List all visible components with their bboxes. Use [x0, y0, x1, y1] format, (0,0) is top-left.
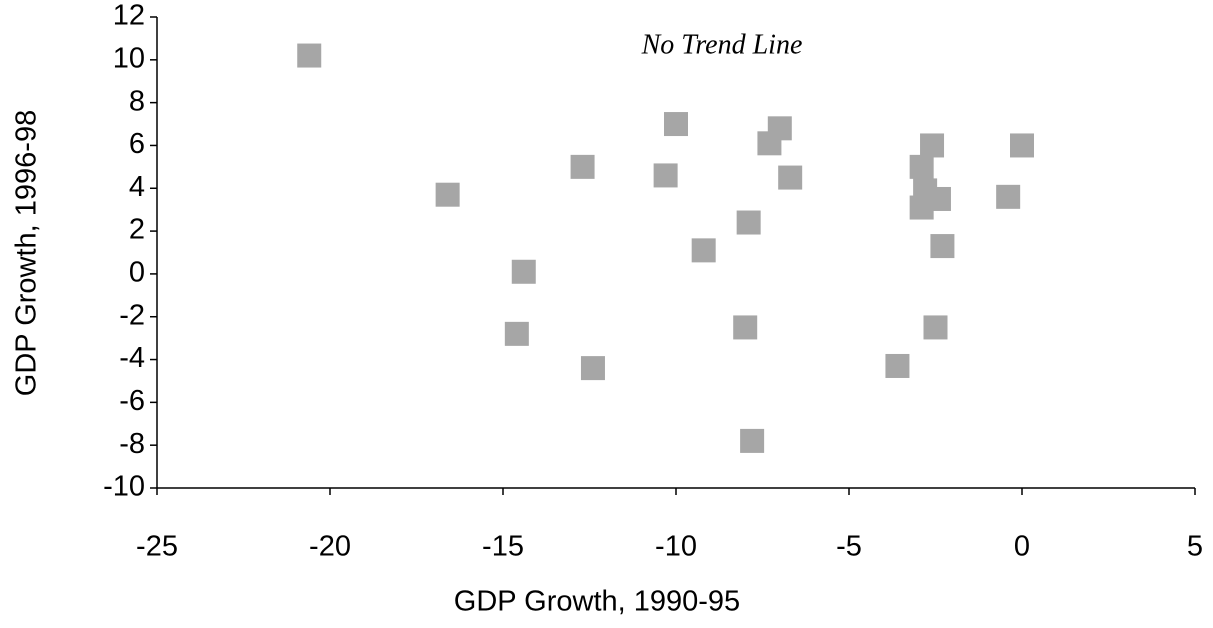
annotation: No Trend Line — [641, 29, 803, 60]
point — [767, 116, 792, 141]
point — [653, 163, 678, 188]
point — [885, 353, 910, 378]
y-tick-label: 0 — [129, 257, 145, 289]
x-axis-title: GDP Growth, 1990-95 — [454, 586, 740, 618]
point — [435, 182, 460, 207]
point — [736, 210, 761, 235]
point — [504, 321, 529, 346]
x-tick-label: -15 — [482, 531, 524, 563]
point — [740, 428, 765, 453]
x-tick-label: 0 — [1014, 531, 1030, 563]
x-tick-label: -5 — [836, 531, 862, 563]
point — [511, 259, 536, 284]
y-tick-label: 2 — [129, 214, 145, 246]
x-tick-label: -20 — [309, 531, 351, 563]
point — [664, 112, 688, 137]
y-tick-label: 8 — [129, 85, 145, 117]
y-tick-label: 10 — [113, 42, 145, 74]
x-tick-label: -25 — [136, 531, 178, 563]
point — [909, 154, 934, 179]
y-tick-label: -10 — [103, 471, 145, 503]
point — [930, 234, 955, 259]
x-tick-label: 5 — [1187, 531, 1203, 563]
point — [923, 315, 948, 340]
y-tick-label: -6 — [119, 385, 145, 417]
point — [920, 133, 945, 158]
point — [1010, 133, 1034, 158]
y-tick-label: 4 — [129, 171, 145, 203]
x-tick-label: -10 — [655, 531, 697, 563]
point — [778, 165, 803, 190]
y-tick-label: 6 — [129, 128, 145, 160]
point — [733, 315, 758, 340]
y-tick-label: -8 — [119, 428, 145, 460]
point — [926, 186, 951, 211]
point — [570, 154, 595, 179]
y-tick-label: 12 — [113, 0, 145, 32]
y-axis-title: GDP Growth, 1996-98 — [11, 110, 43, 396]
point — [580, 356, 605, 381]
point — [691, 238, 716, 263]
point — [297, 43, 322, 68]
y-tick-label: -2 — [119, 299, 145, 331]
point — [996, 184, 1021, 209]
y-tick-label: -4 — [119, 342, 145, 374]
